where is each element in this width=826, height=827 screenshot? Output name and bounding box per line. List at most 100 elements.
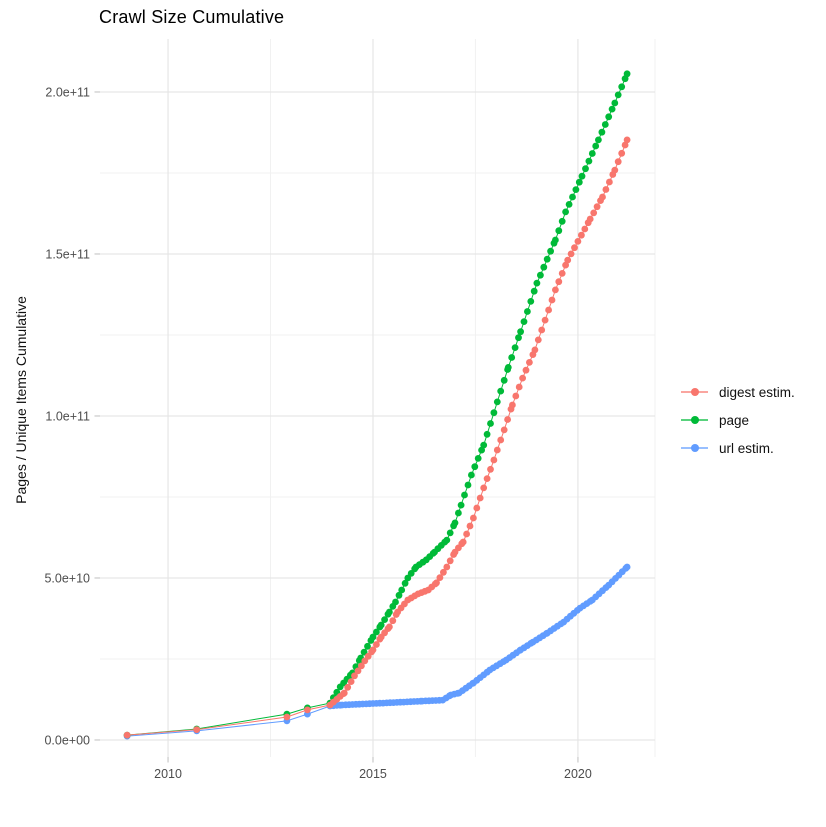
data-point	[555, 278, 563, 286]
data-point	[515, 383, 523, 391]
y-tick-label: 2.0e+11	[45, 85, 90, 99]
data-point	[369, 633, 377, 641]
data-point	[552, 286, 559, 294]
data-point	[364, 642, 371, 650]
data-point	[571, 244, 578, 252]
data-point	[558, 270, 566, 277]
legend-label: url estim.	[719, 440, 774, 456]
series-digest-estim	[123, 136, 631, 739]
data-point	[283, 713, 291, 721]
data-point	[504, 416, 511, 423]
data-point	[123, 731, 131, 739]
data-point	[354, 667, 362, 675]
data-point	[552, 236, 559, 244]
data-point	[369, 646, 377, 654]
data-point	[347, 678, 355, 685]
data-point	[490, 409, 498, 417]
legend-item-url-estim: url estim.	[681, 434, 795, 462]
data-point	[605, 113, 613, 121]
data-point	[497, 436, 505, 444]
data-point	[621, 141, 629, 149]
data-point	[595, 136, 602, 144]
data-point	[590, 209, 598, 217]
y-tick-labels: 0.0e+00 5.0e+10 1.0e+11 1.5e+11 2.0e+11	[44, 85, 90, 747]
legend-label: digest estim.	[719, 384, 795, 400]
data-point	[578, 172, 586, 180]
data-point	[471, 463, 479, 471]
data-point	[602, 186, 610, 193]
x-tick-labels: 2010 2015 2020	[154, 767, 592, 781]
data-point	[601, 121, 609, 128]
data-point	[515, 334, 522, 342]
data-point	[351, 672, 358, 680]
data-point	[386, 608, 393, 616]
data-point	[490, 456, 498, 464]
data-point	[480, 484, 488, 492]
chart-title: Crawl Size Cumulative	[99, 7, 285, 27]
data-point	[377, 621, 385, 629]
data-point	[519, 374, 526, 382]
data-point	[373, 641, 380, 648]
data-point	[614, 91, 622, 99]
data-point	[508, 354, 516, 361]
data-point	[575, 178, 583, 186]
data-point	[457, 501, 465, 509]
data-point	[585, 157, 593, 165]
data-point	[500, 376, 508, 384]
data-point	[548, 296, 556, 304]
data-point	[461, 491, 468, 499]
data-point	[373, 628, 380, 636]
data-point	[533, 279, 541, 287]
data-point	[623, 136, 631, 144]
data-point	[446, 529, 454, 537]
data-point	[509, 401, 516, 409]
data-point	[433, 579, 440, 587]
data-point	[398, 586, 406, 594]
x-tick-label: 2010	[154, 767, 182, 781]
data-point	[558, 217, 566, 225]
data-point	[464, 481, 472, 489]
data-point	[395, 591, 403, 599]
legend-label: page	[719, 412, 750, 428]
data-point	[534, 336, 542, 344]
data-point	[547, 247, 554, 255]
series-page	[123, 70, 631, 739]
series-line-url-estim	[127, 566, 628, 737]
data-point	[476, 494, 484, 502]
data-point	[623, 563, 631, 571]
data-point	[565, 201, 573, 208]
data-point	[520, 318, 528, 325]
legend-item-page: page	[681, 406, 795, 434]
data-point	[386, 623, 393, 631]
data-point	[608, 105, 616, 113]
data-point	[511, 344, 519, 351]
data-point	[611, 166, 619, 174]
y-tick-label: 1.0e+11	[45, 409, 90, 423]
x-tick-label: 2020	[564, 767, 592, 781]
data-point	[500, 426, 508, 434]
legend-item-digest-estim: digest estim.	[681, 378, 795, 406]
data-point	[581, 225, 589, 233]
data-point	[487, 465, 494, 473]
data-point	[618, 83, 626, 91]
data-point	[574, 238, 582, 245]
data-point	[555, 227, 563, 235]
data-point	[567, 250, 575, 258]
x-tick-label: 2015	[359, 767, 387, 781]
data-point	[451, 519, 459, 527]
data-point	[470, 514, 477, 522]
data-point	[473, 504, 481, 512]
data-point	[344, 683, 352, 691]
data-point	[606, 178, 613, 186]
data-point	[193, 726, 201, 733]
data-point	[401, 579, 409, 587]
data-point	[483, 430, 491, 438]
data-point	[538, 326, 546, 334]
data-point	[480, 441, 488, 449]
data-point	[526, 359, 533, 366]
data-point	[483, 475, 491, 482]
data-point	[524, 308, 531, 315]
data-point	[493, 398, 501, 406]
data-point	[381, 616, 388, 623]
